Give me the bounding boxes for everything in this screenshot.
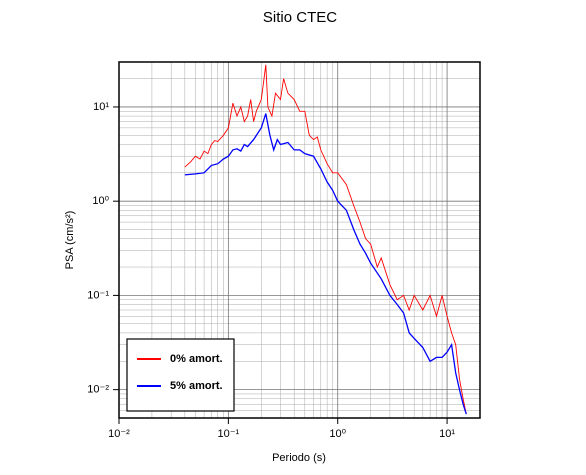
legend-box <box>126 338 235 412</box>
y-tick-label: 10⁰ <box>92 195 109 207</box>
series-line <box>184 64 467 415</box>
legend-label: 5% amort. <box>170 380 223 392</box>
y-tick-label: 10⁻¹ <box>87 289 109 301</box>
x-tick-label: 10⁻¹ <box>218 428 240 440</box>
x-tick-label: 10¹ <box>439 428 455 440</box>
x-axis-label: Periodo (s) <box>272 452 326 464</box>
x-tick-label: 10⁰ <box>329 428 346 440</box>
y-axis-label: PSA (cm/s²) <box>64 211 76 270</box>
series-line <box>184 113 467 415</box>
y-tick-label: 10⁻² <box>87 384 109 396</box>
legend-label: 0% amort. <box>170 353 223 365</box>
x-tick-label: 10⁻² <box>108 428 130 440</box>
chart-title: Sitio CTEC <box>263 9 337 26</box>
y-tick-label: 10¹ <box>93 101 109 113</box>
plot-frame <box>118 61 481 419</box>
